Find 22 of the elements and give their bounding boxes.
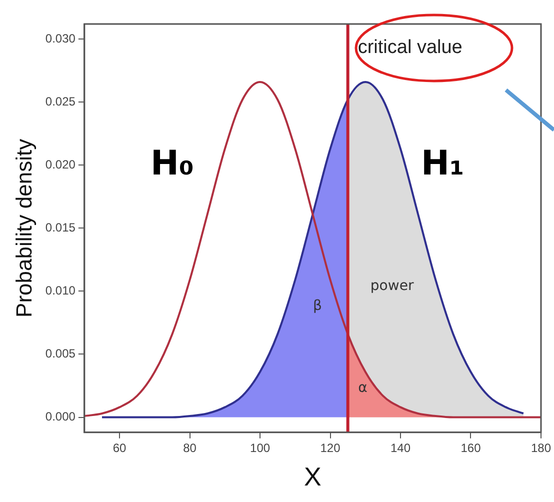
x-tick-label: 120 <box>320 440 341 455</box>
x-axis-title: X <box>304 462 322 492</box>
x-tick-label: 140 <box>390 440 411 455</box>
x-tick-label: 160 <box>460 440 482 455</box>
x-tick-label: 100 <box>250 440 270 455</box>
series-label: α <box>358 380 368 396</box>
y-tick-label: 0.010 <box>45 284 76 298</box>
y-tick-label: 0.020 <box>45 157 76 172</box>
series-label: H₁ <box>420 144 464 184</box>
y-tick-label: 0.000 <box>45 410 76 424</box>
series-label: H₀ <box>150 144 194 184</box>
x-tick-label: 180 <box>530 440 552 455</box>
y-tick-label: 0.005 <box>45 346 76 361</box>
y-axis-title: Probability density <box>11 138 36 318</box>
y-tick-label: 0.030 <box>45 31 76 46</box>
x-tick-label: 60 <box>112 440 127 455</box>
series-label: power <box>370 278 414 294</box>
ref-line-label: critical value <box>358 37 462 58</box>
y-tick-label: 0.015 <box>45 220 76 235</box>
x-tick-label: 80 <box>183 440 197 455</box>
series-label: β <box>313 298 322 314</box>
y-tick-label: 0.025 <box>45 94 76 108</box>
